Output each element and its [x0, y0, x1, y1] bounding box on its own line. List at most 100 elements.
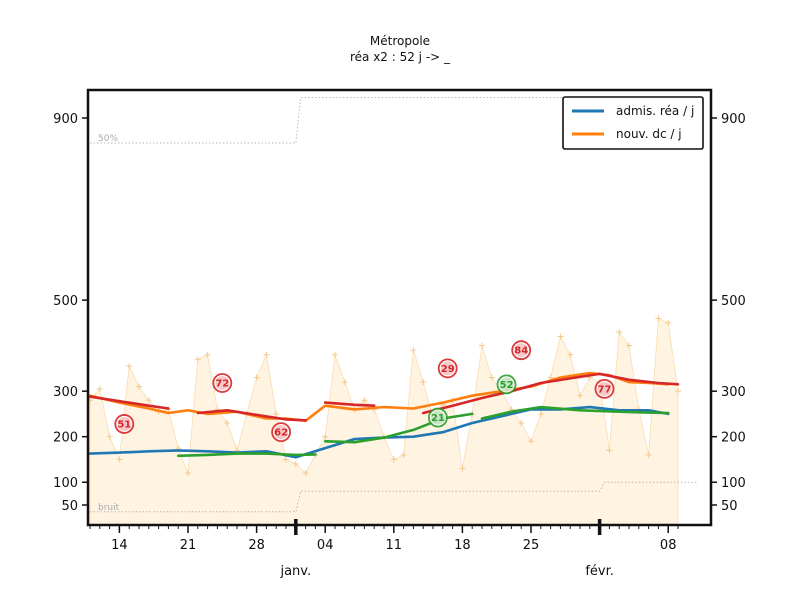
axes-layer: 50 50 100 100 200 200 300 300 500 500 900 900 14 21 28…: [53, 112, 746, 579]
raw-daily-point: [106, 433, 113, 440]
badge-circle: [594, 378, 615, 399]
raw-daily-point: [224, 420, 231, 427]
month-label: févr.: [585, 564, 614, 579]
badge-fill: [499, 377, 514, 392]
badge-circle: [437, 358, 458, 379]
y-tick-label-right: 500: [721, 294, 746, 309]
trend-up-admissions: [176, 452, 317, 458]
raw-daily-point: [322, 433, 329, 440]
badge-21: 21: [427, 407, 448, 428]
raw-daily-point: [665, 319, 672, 326]
badge-label: 84: [514, 346, 528, 357]
legend: admis. réa / j nouv. dc / j: [562, 96, 704, 150]
raw-daily-point: [273, 410, 280, 417]
raw-daily-point: [626, 342, 632, 349]
badge-fill: [430, 410, 445, 425]
raw-daily-point: [400, 451, 407, 458]
raw-daily-point: [420, 379, 427, 386]
badge-label: 72: [215, 378, 229, 389]
badge-circle: [114, 414, 135, 434]
legend-label-admissions: admis. réa / j: [616, 104, 694, 118]
badge-fill: [597, 381, 612, 396]
y-tick-label-left: 200: [53, 431, 78, 446]
y-tick-label-right: 200: [721, 431, 746, 446]
raw-daily-point: [136, 383, 142, 390]
badge-fill: [440, 361, 455, 376]
raw-daily-point: [194, 356, 201, 363]
raw-daily-point: [459, 465, 466, 472]
reference-label-bruit: bruit: [98, 503, 120, 513]
raw-daily-point: [204, 351, 211, 358]
badge-circle: [427, 407, 448, 428]
raw-daily-point: [488, 374, 495, 381]
x-tick-label: 18: [454, 538, 471, 553]
series-line-1: [88, 371, 670, 423]
raw-daily-point: [302, 470, 309, 477]
raw-daily-point: [253, 374, 260, 381]
raw-daily-point: [557, 333, 564, 340]
badge-fill: [215, 375, 230, 390]
badge-label: 62: [274, 428, 288, 439]
raw-daily-point: [606, 447, 613, 454]
badge-circle: [271, 422, 292, 443]
raw-daily-point: [283, 456, 289, 463]
month-label: janv.: [279, 564, 311, 579]
raw-daily-point: [332, 351, 338, 358]
badge-label: 51: [117, 419, 131, 430]
chart-title: Métropole: [370, 34, 430, 48]
raw-daily-point: [645, 451, 652, 458]
badge-29: 29: [437, 358, 458, 379]
raw-daily-point: [263, 351, 270, 358]
badge-62: 62: [271, 422, 292, 443]
badge-fill: [514, 343, 529, 358]
badge-77: 77: [594, 378, 615, 399]
raw-daily-point: [479, 342, 485, 349]
y-tick-label-left: 300: [53, 385, 78, 400]
reference-lines-layer: 50% bruit: [90, 97, 698, 513]
raw-daily-point: [528, 438, 534, 445]
badge-label: 29: [441, 364, 455, 375]
badge-label: 77: [598, 384, 612, 395]
raw-daily-point: [390, 456, 397, 463]
x-tick-label: 08: [660, 538, 677, 553]
raw-daily-point: [537, 410, 544, 417]
raw-daily-point: [361, 397, 368, 404]
raw-daily-point: [292, 461, 299, 468]
raw-daily-point: [341, 379, 348, 386]
raw-daily-point: [616, 328, 623, 335]
x-tick-label: 14: [111, 538, 128, 553]
trend-down-deaths-2: [196, 409, 307, 422]
y-tick-label-right: 300: [721, 385, 746, 400]
y-tick-label-left: 50: [61, 499, 78, 514]
badge-52: 52: [496, 374, 517, 395]
x-tick-label: 11: [386, 538, 403, 553]
badge-fill: [274, 425, 289, 440]
raw-daily-point: [518, 420, 525, 427]
y-tick-label-left: 100: [53, 476, 78, 491]
raw-daily-point: [126, 363, 133, 370]
badge-label: 52: [500, 380, 514, 391]
x-tick-label: 04: [317, 538, 334, 553]
plot-frame: [86, 88, 713, 527]
badges-layer: 51 72 62 29 21 52 84 77: [114, 340, 615, 443]
trend-down-deaths: [88, 395, 170, 410]
badge-fill: [117, 416, 132, 431]
badge-circle: [511, 340, 532, 361]
reference-label-50pct: 50%: [98, 134, 118, 144]
raw-daily-point: [116, 456, 123, 463]
raw-daily-point: [675, 388, 681, 395]
raw-fill-layer: [87, 315, 681, 526]
badge-circle: [496, 374, 517, 395]
trend-down-deaths-5: [598, 372, 680, 386]
raw-daily-area: [89, 317, 679, 526]
raw-daily-point: [655, 315, 662, 322]
badge-51: 51: [114, 414, 135, 434]
x-tick-label: 21: [180, 538, 197, 553]
y-tick-label-left: 900: [53, 112, 78, 127]
chart-subtitle: réa x2 : 52 j -> _: [350, 50, 451, 64]
badge-label: 21: [431, 413, 445, 424]
y-tick-label-left: 500: [53, 294, 78, 309]
badge-84: 84: [511, 340, 532, 361]
raw-daily-point: [145, 397, 152, 404]
